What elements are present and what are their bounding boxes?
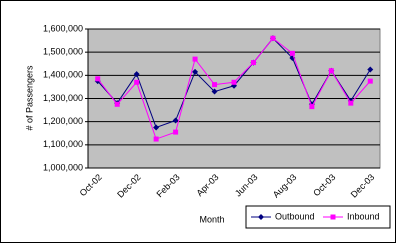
data-point bbox=[231, 79, 237, 85]
legend-label: Outbound bbox=[275, 211, 315, 221]
data-point bbox=[153, 136, 159, 142]
legend-label: Inbound bbox=[347, 211, 380, 221]
data-point bbox=[270, 35, 276, 41]
x-axis-label: Month bbox=[199, 214, 224, 224]
data-point bbox=[212, 82, 218, 88]
data-point bbox=[367, 78, 373, 84]
data-point bbox=[114, 101, 120, 107]
data-point bbox=[134, 79, 140, 85]
y-tick-label: 1,300,000 bbox=[43, 93, 83, 103]
data-point bbox=[172, 117, 179, 124]
legend-box bbox=[245, 205, 391, 229]
data-point bbox=[250, 60, 256, 66]
y-tick-label: 1,400,000 bbox=[43, 70, 83, 80]
y-tick-label: 1,000,000 bbox=[43, 162, 83, 172]
data-point bbox=[153, 124, 160, 131]
data-point bbox=[192, 56, 198, 62]
data-point bbox=[133, 71, 140, 78]
data-point bbox=[211, 88, 218, 95]
y-tick-label: 1,200,000 bbox=[43, 116, 83, 126]
data-point bbox=[192, 68, 199, 75]
data-point bbox=[173, 129, 179, 135]
y-tick-label: 1,500,000 bbox=[43, 47, 83, 57]
data-point bbox=[348, 100, 354, 106]
legend-marker bbox=[330, 214, 336, 220]
data-point bbox=[328, 68, 334, 74]
y-axis-label: # of Passengers bbox=[24, 65, 34, 131]
data-point bbox=[367, 66, 374, 73]
legend-marker bbox=[258, 214, 264, 220]
data-point bbox=[289, 50, 295, 56]
y-tick-label: 1,600,000 bbox=[43, 23, 83, 33]
y-tick-label: 1,100,000 bbox=[43, 139, 83, 149]
data-point bbox=[95, 76, 101, 82]
data-point bbox=[309, 104, 315, 110]
